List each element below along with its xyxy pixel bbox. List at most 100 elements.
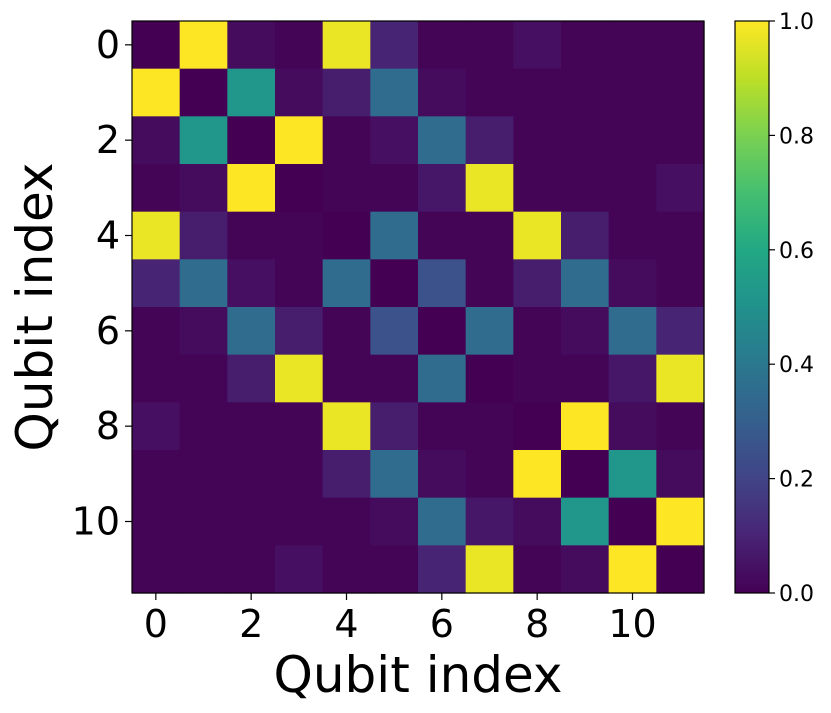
x-tick-label-10: 10 bbox=[608, 602, 656, 646]
heatmap-cell-6-4 bbox=[322, 307, 371, 356]
heatmap-cell-11-6 bbox=[418, 545, 467, 594]
heatmap-cell-0-4 bbox=[322, 21, 371, 70]
heatmap-cells bbox=[132, 21, 705, 594]
heatmap-cell-8-3 bbox=[275, 402, 324, 451]
heatmap-cell-0-1 bbox=[179, 21, 228, 70]
heatmap-cell-6-6 bbox=[418, 307, 467, 356]
heatmap-cell-7-7 bbox=[465, 354, 514, 403]
heatmap-cell-2-3 bbox=[275, 116, 324, 165]
heatmap-cell-3-7 bbox=[465, 164, 514, 213]
heatmap-cell-0-0 bbox=[132, 21, 181, 70]
heatmap-cell-6-8 bbox=[513, 307, 562, 356]
heatmap-cell-5-9 bbox=[561, 259, 610, 308]
heatmap-cell-10-0 bbox=[132, 497, 181, 546]
heatmap-cell-10-1 bbox=[179, 497, 228, 546]
x-axis-label: Qubit index bbox=[274, 646, 563, 704]
y-tick-label-10: 10 bbox=[72, 500, 120, 544]
heatmap-cell-2-0 bbox=[132, 116, 181, 165]
heatmap-cell-7-6 bbox=[418, 354, 467, 403]
heatmap-cell-3-0 bbox=[132, 164, 181, 213]
heatmap-cell-5-2 bbox=[227, 259, 276, 308]
y-tick-label-6: 6 bbox=[96, 309, 120, 353]
heatmap-cell-3-5 bbox=[370, 164, 419, 213]
heatmap-cell-4-6 bbox=[418, 211, 467, 260]
heatmap-cell-8-4 bbox=[322, 402, 371, 451]
heatmap-cell-3-4 bbox=[322, 164, 371, 213]
heatmap-cell-9-5 bbox=[370, 450, 419, 499]
heatmap-cell-6-10 bbox=[608, 307, 657, 356]
heatmap-cell-2-10 bbox=[608, 116, 657, 165]
heatmap-cell-10-9 bbox=[561, 497, 610, 546]
heatmap-cell-7-0 bbox=[132, 354, 181, 403]
heatmap-cell-4-4 bbox=[322, 211, 371, 260]
heatmap-cell-1-7 bbox=[465, 68, 514, 117]
x-tick-label-6: 6 bbox=[430, 602, 454, 646]
heatmap-cell-8-9 bbox=[561, 402, 610, 451]
heatmap-cell-1-11 bbox=[656, 68, 705, 117]
heatmap-cell-5-4 bbox=[322, 259, 371, 308]
heatmap-cell-7-5 bbox=[370, 354, 419, 403]
heatmap-cell-1-0 bbox=[132, 68, 181, 117]
heatmap-cell-7-8 bbox=[513, 354, 562, 403]
heatmap-cell-2-4 bbox=[322, 116, 371, 165]
heatmap-cell-6-0 bbox=[132, 307, 181, 356]
y-axis-label: Qubit index bbox=[6, 163, 64, 452]
heatmap-cell-10-10 bbox=[608, 497, 657, 546]
heatmap-cell-10-4 bbox=[322, 497, 371, 546]
heatmap-cell-9-0 bbox=[132, 450, 181, 499]
heatmap-cell-3-9 bbox=[561, 164, 610, 213]
heatmap-cell-1-9 bbox=[561, 68, 610, 117]
heatmap-cell-6-5 bbox=[370, 307, 419, 356]
heatmap-cell-5-1 bbox=[179, 259, 228, 308]
heatmap-cell-5-3 bbox=[275, 259, 324, 308]
heatmap-cell-0-7 bbox=[465, 21, 514, 70]
heatmap-cell-10-8 bbox=[513, 497, 562, 546]
heatmap-cell-9-6 bbox=[418, 450, 467, 499]
heatmap-cell-10-5 bbox=[370, 497, 419, 546]
colorbar bbox=[734, 20, 770, 594]
heatmap-cell-9-11 bbox=[656, 450, 705, 499]
heatmap-cell-7-4 bbox=[322, 354, 371, 403]
heatmap-cell-2-2 bbox=[227, 116, 276, 165]
heatmap-cell-5-8 bbox=[513, 259, 562, 308]
heatmap-cell-8-5 bbox=[370, 402, 419, 451]
heatmap-cell-7-10 bbox=[608, 354, 657, 403]
heatmap-cell-10-7 bbox=[465, 497, 514, 546]
heatmap-cell-3-6 bbox=[418, 164, 467, 213]
heatmap-cell-6-7 bbox=[465, 307, 514, 356]
heatmap-cell-0-9 bbox=[561, 21, 610, 70]
heatmap-cell-3-3 bbox=[275, 164, 324, 213]
heatmap-cell-9-9 bbox=[561, 450, 610, 499]
heatmap-cell-7-2 bbox=[227, 354, 276, 403]
heatmap-cell-6-1 bbox=[179, 307, 228, 356]
heatmap-cell-1-5 bbox=[370, 68, 419, 117]
heatmap-cell-5-6 bbox=[418, 259, 467, 308]
colorbar-ticks: 0.0 0.2 0.4 0.6 0.8 1.0 bbox=[769, 10, 814, 607]
heatmap-cell-4-2 bbox=[227, 211, 276, 260]
y-axis-ticks: 0 2 4 6 8 10 bbox=[72, 23, 132, 544]
heatmap-cell-9-2 bbox=[227, 450, 276, 499]
heatmap-cell-11-9 bbox=[561, 545, 610, 594]
heatmap-cell-8-7 bbox=[465, 402, 514, 451]
plot-frame bbox=[131, 20, 705, 594]
heatmap-cell-8-2 bbox=[227, 402, 276, 451]
heatmap-cell-11-8 bbox=[513, 545, 562, 594]
heatmap-cell-9-8 bbox=[513, 450, 562, 499]
heatmap-cell-7-11 bbox=[656, 354, 705, 403]
x-axis-ticks: 0 2 4 6 8 10 bbox=[144, 593, 657, 646]
heatmap-cell-11-3 bbox=[275, 545, 324, 594]
heatmap-cell-4-3 bbox=[275, 211, 324, 260]
heatmap-cell-8-10 bbox=[608, 402, 657, 451]
heatmap-cell-8-6 bbox=[418, 402, 467, 451]
heatmap-cell-8-8 bbox=[513, 402, 562, 451]
heatmap-cell-8-1 bbox=[179, 402, 228, 451]
heatmap-cell-2-9 bbox=[561, 116, 610, 165]
heatmap-cell-10-11 bbox=[656, 497, 705, 546]
heatmap-cell-1-2 bbox=[227, 68, 276, 117]
heatmap-cell-3-8 bbox=[513, 164, 562, 213]
heatmap-cell-11-10 bbox=[608, 545, 657, 594]
heatmap-cell-2-5 bbox=[370, 116, 419, 165]
heatmap-cell-11-0 bbox=[132, 545, 181, 594]
heatmap-cell-1-10 bbox=[608, 68, 657, 117]
heatmap-cell-0-5 bbox=[370, 21, 419, 70]
